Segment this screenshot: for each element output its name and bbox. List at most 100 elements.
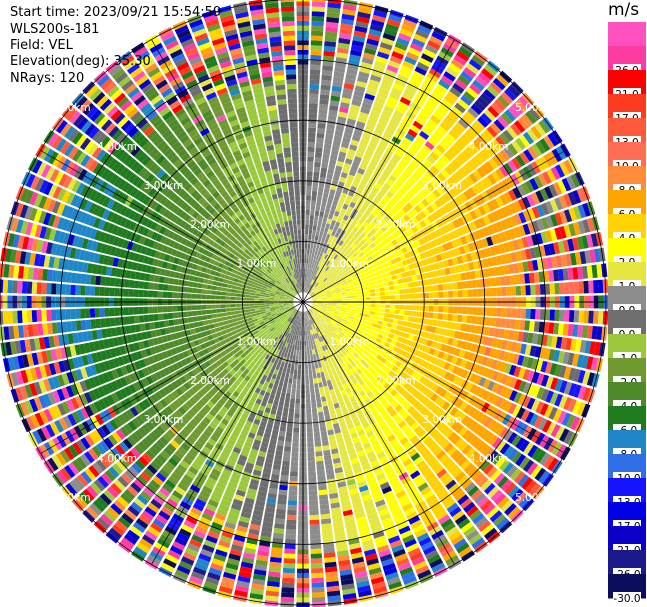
range-gate [384, 286, 390, 291]
range-gate [567, 398, 577, 413]
range-gate [313, 378, 318, 384]
range-gate [408, 515, 421, 525]
range-gate [451, 106, 463, 117]
range-gate [350, 492, 360, 500]
range-gate [447, 363, 455, 373]
range-gate [360, 343, 367, 349]
range-gate [409, 42, 423, 53]
range-gate [311, 403, 317, 409]
range-gate [389, 309, 395, 314]
range-gate [363, 386, 371, 394]
range-gate [389, 438, 399, 447]
range-gate [488, 158, 499, 170]
range-gate [517, 474, 530, 487]
range-gate [544, 309, 551, 321]
range-gate [535, 359, 544, 372]
range-gate [330, 290, 336, 294]
range-gate [360, 107, 371, 115]
range-gate [336, 411, 343, 419]
range-gate [527, 260, 534, 272]
range-gate [353, 364, 360, 371]
range-gate [341, 305, 347, 308]
range-gate [486, 288, 492, 297]
range-gate [540, 202, 550, 216]
range-gate [314, 250, 318, 256]
range-gate [279, 484, 288, 491]
range-gate [310, 307, 315, 311]
range-gate [529, 178, 539, 191]
range-gate [311, 587, 325, 593]
range-gate [338, 315, 345, 319]
range-gate [330, 184, 337, 191]
range-gate [444, 345, 452, 354]
range-gate [384, 374, 392, 382]
range-gate [309, 79, 320, 85]
range-gate [304, 364, 308, 370]
range-gate [315, 327, 320, 333]
range-gate [353, 156, 362, 163]
range-gate [284, 446, 291, 452]
range-gate [572, 267, 579, 280]
range-gate [396, 273, 402, 279]
range-gate [284, 362, 288, 368]
range-gate [324, 238, 329, 244]
range-gate [503, 401, 513, 413]
range-gate [355, 151, 364, 159]
range-gate [520, 308, 526, 319]
range-gate [317, 342, 322, 348]
range-gate [340, 23, 354, 31]
range-gate [345, 293, 351, 297]
range-gate [563, 430, 574, 445]
range-gate [337, 42, 350, 50]
range-gate [325, 464, 334, 471]
range-gate [438, 261, 445, 269]
range-gate [341, 307, 347, 310]
range-gate [365, 43, 378, 51]
range-gate [411, 38, 426, 48]
range-gate [326, 274, 331, 279]
range-gate [399, 310, 405, 315]
range-gate [369, 221, 377, 228]
range-gate [377, 51, 390, 60]
range-gate [522, 210, 532, 222]
range-gate [292, 354, 296, 360]
range-gate [326, 349, 331, 355]
range-gate [427, 553, 441, 564]
range-gate [527, 222, 536, 234]
range-gate [391, 365, 399, 373]
range-gate [457, 74, 471, 86]
range-gate [402, 214, 411, 222]
range-gate [344, 158, 353, 165]
range-gate [442, 475, 454, 486]
range-gate [377, 228, 384, 236]
range-gate [369, 571, 384, 580]
range-gate [344, 398, 351, 405]
range-gate [424, 471, 436, 482]
range-gate [576, 236, 584, 250]
range-gate [347, 234, 353, 241]
range-gate [477, 96, 490, 108]
range-gate [342, 318, 348, 323]
range-gate [464, 482, 476, 493]
range-gate [345, 210, 352, 217]
range-gate [423, 422, 433, 432]
range-gate [495, 424, 505, 436]
range-gate [401, 338, 408, 345]
range-gate [500, 499, 514, 513]
range-gate [454, 423, 464, 434]
range-gate [361, 102, 372, 110]
range-gate [503, 351, 511, 362]
range-gate [349, 313, 355, 317]
range-gate [382, 321, 388, 327]
range-gate [471, 316, 477, 325]
range-gate [362, 331, 369, 337]
range-gate [545, 376, 554, 389]
range-gate [309, 279, 313, 285]
range-gate [313, 275, 317, 281]
range-gate [338, 212, 345, 219]
range-gate [315, 277, 320, 282]
range-gate [362, 52, 375, 60]
range-gate [439, 206, 448, 216]
range-gate [391, 373, 399, 381]
range-gate [318, 382, 323, 388]
